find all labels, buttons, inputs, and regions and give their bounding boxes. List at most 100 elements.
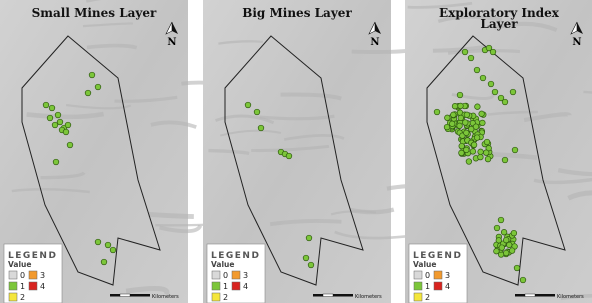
legend-swatch <box>212 282 220 290</box>
scale-bar-segment <box>120 294 130 297</box>
site-marker <box>473 124 479 130</box>
site-marker <box>514 265 520 271</box>
site-marker <box>471 142 477 148</box>
legend-swatch <box>434 271 442 279</box>
site-marker <box>53 159 59 165</box>
legend-label: 0 <box>20 271 25 280</box>
legend-swatch <box>232 282 240 290</box>
panel-title: Big Mines Layer <box>242 6 352 20</box>
scale-unit: Kilometers <box>152 294 179 300</box>
scale-bar-segment <box>323 294 333 297</box>
site-marker <box>474 67 480 73</box>
site-marker <box>101 259 107 265</box>
site-marker <box>245 102 251 108</box>
site-marker <box>458 103 464 109</box>
site-marker <box>479 111 485 117</box>
site-marker <box>494 225 500 231</box>
site-marker <box>510 89 516 95</box>
site-marker <box>105 242 111 248</box>
site-marker <box>458 115 464 121</box>
legend-swatch <box>414 271 422 279</box>
site-marker <box>480 120 486 126</box>
site-marker <box>445 115 451 121</box>
legend-label: 2 <box>425 293 430 302</box>
site-marker <box>512 147 518 153</box>
legend-label: 3 <box>445 271 450 280</box>
site-marker <box>463 120 469 126</box>
site-marker <box>65 122 71 128</box>
north-label: N <box>370 37 379 48</box>
site-marker <box>503 250 509 256</box>
site-marker <box>457 123 463 129</box>
legend-label: 1 <box>20 282 25 291</box>
site-marker <box>492 89 498 95</box>
site-marker <box>466 159 472 165</box>
legend-label: 0 <box>223 271 228 280</box>
site-marker <box>470 149 476 155</box>
site-marker <box>55 112 61 118</box>
site-marker <box>459 143 465 149</box>
legend-subtitle: Value <box>413 260 436 269</box>
site-marker <box>462 49 468 55</box>
site-marker <box>67 142 73 148</box>
site-marker <box>63 129 69 135</box>
site-marker <box>457 92 463 98</box>
site-marker <box>475 104 481 110</box>
site-marker <box>95 84 101 90</box>
site-marker <box>502 157 508 163</box>
legend-label: 2 <box>20 293 25 302</box>
site-marker <box>488 81 494 87</box>
legend-swatch <box>414 293 422 301</box>
site-marker <box>484 139 490 145</box>
site-marker <box>95 239 101 245</box>
site-marker <box>110 247 116 253</box>
site-marker <box>452 103 458 109</box>
site-marker <box>444 124 450 130</box>
legend-swatch <box>232 271 240 279</box>
site-marker <box>511 230 517 236</box>
site-marker <box>57 119 63 125</box>
site-marker <box>49 105 55 111</box>
legend-swatch <box>212 271 220 279</box>
site-marker <box>464 130 470 136</box>
site-marker <box>306 235 312 241</box>
legend-label: 1 <box>425 282 430 291</box>
site-marker <box>254 109 260 115</box>
site-marker <box>494 248 500 254</box>
site-marker <box>502 99 508 105</box>
terrain-texture <box>149 214 194 216</box>
north-label: N <box>167 37 176 48</box>
site-marker <box>459 150 465 156</box>
site-marker <box>485 156 491 162</box>
legend-swatch <box>9 282 17 290</box>
site-marker <box>434 109 440 115</box>
site-marker <box>490 49 496 55</box>
legend-label: 3 <box>40 271 45 280</box>
legend-swatch <box>29 282 37 290</box>
panel-title: Layer <box>480 17 518 31</box>
north-label: N <box>572 37 581 48</box>
panel-title: Small Mines Layer <box>32 6 157 20</box>
legend-swatch <box>434 282 442 290</box>
legend-label: 4 <box>445 282 450 291</box>
scale-unit: Kilometers <box>355 294 382 300</box>
site-marker <box>286 153 292 159</box>
legend-label: 0 <box>425 271 430 280</box>
legend-swatch <box>9 293 17 301</box>
site-marker <box>52 122 58 128</box>
scale-unit: Kilometers <box>557 294 584 300</box>
site-marker <box>501 229 507 235</box>
terrain-texture <box>87 46 137 48</box>
site-marker <box>43 102 49 108</box>
map-panel: Exploratory IndexLayerNLEGENDValue03142K… <box>405 0 592 303</box>
legend-label: 4 <box>243 282 248 291</box>
site-marker <box>509 248 515 254</box>
site-marker <box>503 237 509 243</box>
site-marker <box>464 112 470 118</box>
site-marker <box>85 90 91 96</box>
site-marker <box>478 154 484 160</box>
site-marker <box>303 255 309 261</box>
site-marker <box>258 125 264 131</box>
site-marker <box>498 217 504 223</box>
map-figure: Small Mines LayerNLEGENDValue03142Kilome… <box>0 0 592 303</box>
